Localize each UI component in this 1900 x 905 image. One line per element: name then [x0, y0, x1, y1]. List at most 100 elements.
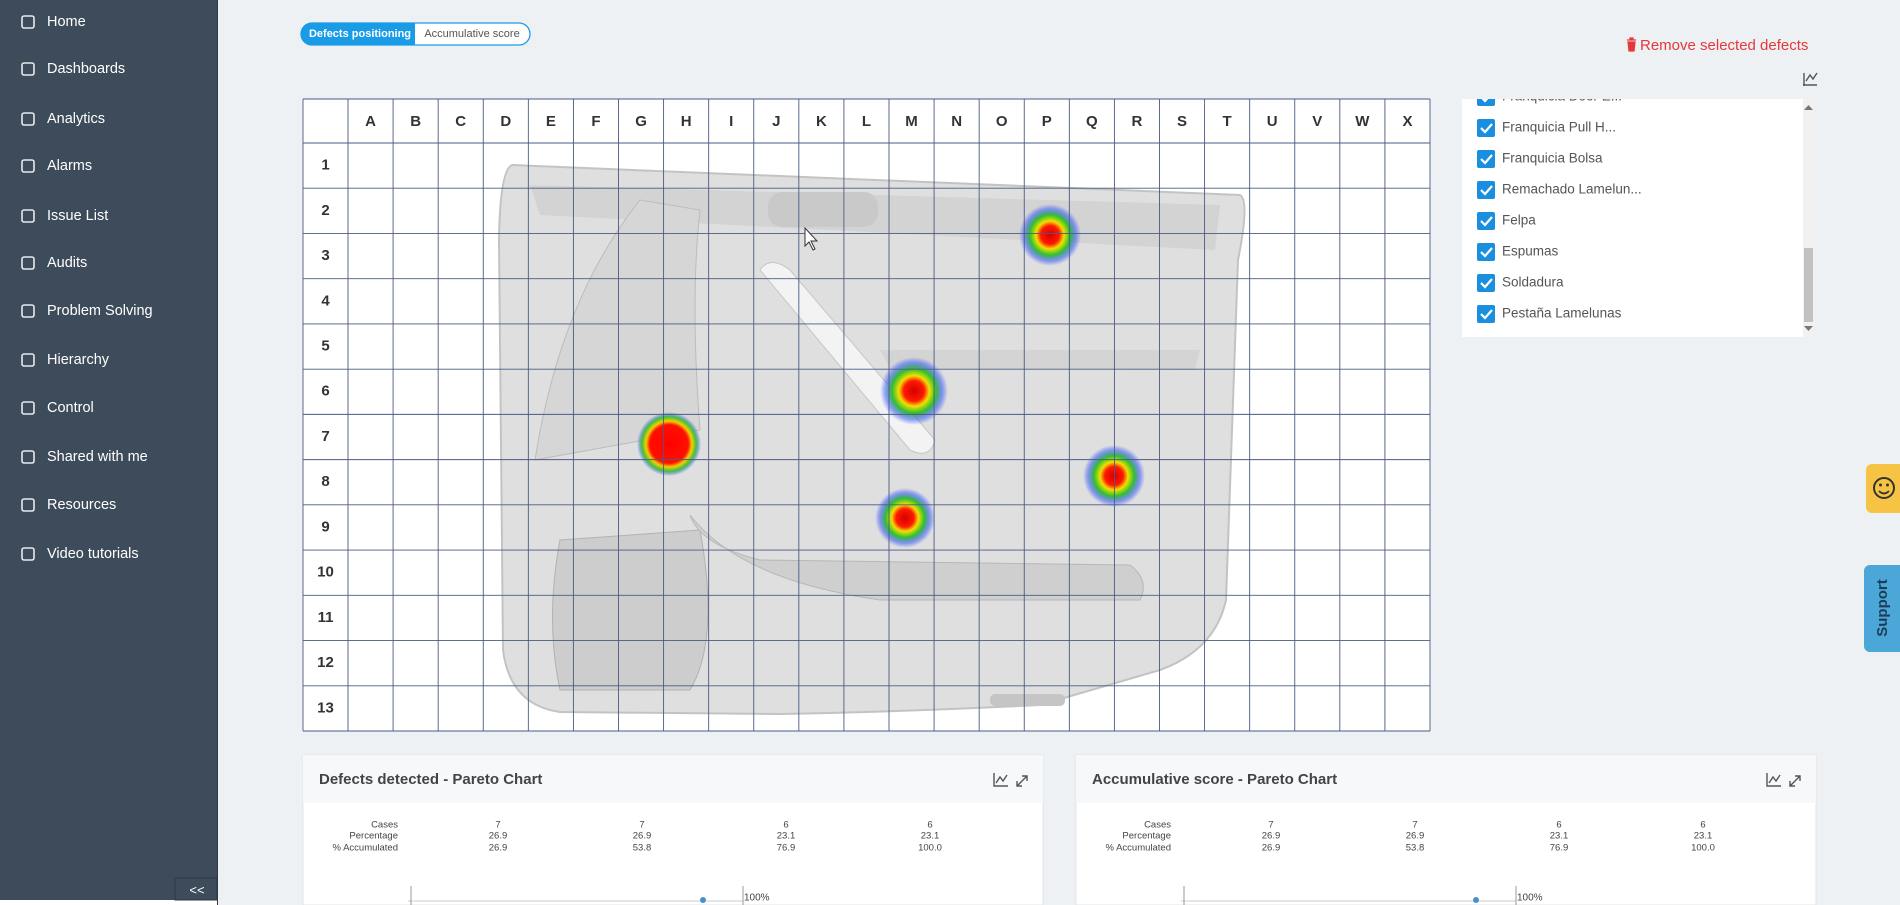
chart-icon[interactable]: [1803, 72, 1818, 86]
defect-label[interactable]: Franquicia Door E...: [1502, 89, 1622, 104]
defect-item[interactable]: Espumas: [1477, 243, 1559, 261]
column-label: L: [862, 113, 871, 130]
defect-item[interactable]: Pestaña Lamelunas: [1477, 305, 1622, 323]
column-label: T: [1223, 113, 1232, 130]
menu-item[interactable]: Video tutorials: [21, 546, 139, 562]
checkbox[interactable]: [1477, 150, 1495, 168]
menu-item[interactable]: Dashboards: [21, 61, 125, 77]
checkbox[interactable]: [1477, 243, 1495, 261]
tab-label[interactable]: Defects positioning: [309, 28, 411, 40]
table-cell: 26.9: [633, 831, 652, 842]
menu-item[interactable]: Issue List: [21, 208, 108, 224]
defect-label[interactable]: Remachado Lamelun...: [1502, 182, 1642, 197]
sidebar-footer: [0, 900, 217, 905]
column-label: M: [905, 113, 918, 130]
checkbox[interactable]: [1477, 88, 1495, 106]
table-cell: 26.9: [1262, 843, 1281, 854]
column-label: Q: [1086, 113, 1098, 130]
door-image: [497, 163, 1246, 716]
chart-icon[interactable]: [1766, 773, 1781, 787]
tabs[interactable]: Defects positioning Accumulative score: [300, 22, 531, 46]
pareto-panel: Defects detected - Pareto Chart CasesPerc…: [302, 754, 1044, 905]
feedback-widget[interactable]: [1866, 464, 1900, 513]
menu-label[interactable]: Dashboards: [47, 61, 125, 77]
defect-label[interactable]: Franquicia Bolsa: [1502, 151, 1603, 166]
menu-label[interactable]: Hierarchy: [47, 352, 110, 368]
column-label: S: [1177, 113, 1187, 130]
table-cell: 53.8: [633, 843, 652, 854]
checkmark: [1480, 278, 1493, 289]
menu-label[interactable]: Shared with me: [47, 449, 148, 465]
expand-icon[interactable]: [1016, 775, 1028, 787]
table-cell: 23.1: [777, 831, 796, 842]
expand-icon[interactable]: [1789, 775, 1801, 787]
menu-item[interactable]: Alarms: [21, 158, 92, 174]
defect-item[interactable]: Remachado Lamelun...: [1477, 181, 1642, 199]
menu-item[interactable]: Audits: [21, 255, 87, 271]
menu-item[interactable]: Analytics: [21, 111, 105, 127]
defect-item[interactable]: Soldadura: [1477, 274, 1564, 292]
scrollbar-thumb: [1804, 248, 1813, 322]
menu-label[interactable]: Analytics: [47, 111, 105, 127]
table-cell: 23.1: [1694, 831, 1713, 842]
defect-item[interactable]: Franquicia Pull H...: [1477, 119, 1616, 137]
checkbox[interactable]: [1477, 212, 1495, 230]
defect-label[interactable]: Franquicia Pull H...: [1502, 120, 1616, 135]
table-cell: 26.9: [489, 831, 508, 842]
checkmark: [1480, 154, 1493, 165]
remove-label[interactable]: Remove selected defects: [1640, 37, 1808, 54]
defect-item[interactable]: Franquicia Door E...: [1477, 88, 1622, 106]
menu-label[interactable]: Home: [47, 14, 86, 30]
cursor: [804, 226, 819, 251]
column-label: E: [546, 113, 556, 130]
scrollbar: [1803, 99, 1814, 337]
menu-label[interactable]: Problem Solving: [47, 303, 153, 319]
defect-label[interactable]: Espumas: [1502, 244, 1559, 259]
tab-active[interactable]: [301, 23, 415, 45]
remove-button[interactable]: Remove selected defects: [1627, 37, 1808, 54]
defect-label[interactable]: Pestaña Lamelunas: [1502, 306, 1622, 321]
column-label: G: [635, 113, 647, 130]
pareto-panel: Accumulative score - Pareto Chart CasesPe…: [1075, 754, 1817, 905]
menu-item[interactable]: Hierarchy: [21, 352, 110, 368]
menu-label[interactable]: Resources: [47, 497, 116, 513]
checkbox[interactable]: [1477, 119, 1495, 137]
table-cell: 26.9: [1406, 831, 1425, 842]
defect-label[interactable]: Felpa: [1502, 213, 1536, 228]
column-label: V: [1312, 113, 1322, 130]
menu-item[interactable]: Problem Solving: [21, 303, 153, 319]
checkbox[interactable]: [1477, 181, 1495, 199]
checkbox[interactable]: [1477, 274, 1495, 292]
support-button[interactable]: [1864, 565, 1900, 652]
menu-label[interactable]: Alarms: [47, 158, 92, 174]
defect-item[interactable]: Felpa: [1477, 212, 1536, 230]
support-label[interactable]: Support: [1874, 579, 1891, 637]
tab-label[interactable]: Accumulative score: [424, 28, 519, 40]
defect-item[interactable]: Franquicia Bolsa: [1477, 150, 1603, 168]
menu-label[interactable]: Issue List: [47, 208, 108, 224]
menu-label[interactable]: Audits: [47, 255, 87, 271]
column-label: K: [816, 113, 827, 130]
collapse-button[interactable]: <<: [189, 882, 204, 897]
row-label: 8: [321, 473, 329, 490]
menu-item[interactable]: Shared with me: [21, 449, 148, 465]
row-label: 12: [317, 654, 334, 671]
table-cell: 6: [1700, 820, 1705, 831]
column-label: N: [951, 113, 962, 130]
collapse-area[interactable]: [174, 877, 218, 901]
feedback-button[interactable]: [1866, 464, 1900, 513]
menu-label[interactable]: Control: [47, 400, 94, 416]
menu-icon: [21, 498, 35, 512]
checkbox[interactable]: [1477, 305, 1495, 323]
support-tab[interactable]: Support: [1864, 565, 1900, 652]
table-cell: 23.1: [1550, 831, 1569, 842]
table-cell: 26.9: [1262, 831, 1281, 842]
chart-icon[interactable]: [993, 773, 1008, 787]
menu-item[interactable]: Resources: [21, 497, 116, 513]
defect-label[interactable]: Soldadura: [1502, 275, 1564, 290]
checkmark: [1480, 216, 1493, 227]
menu-item[interactable]: Home: [21, 14, 86, 30]
menu-label[interactable]: Video tutorials: [47, 546, 139, 562]
menu-item[interactable]: Control: [21, 400, 94, 416]
